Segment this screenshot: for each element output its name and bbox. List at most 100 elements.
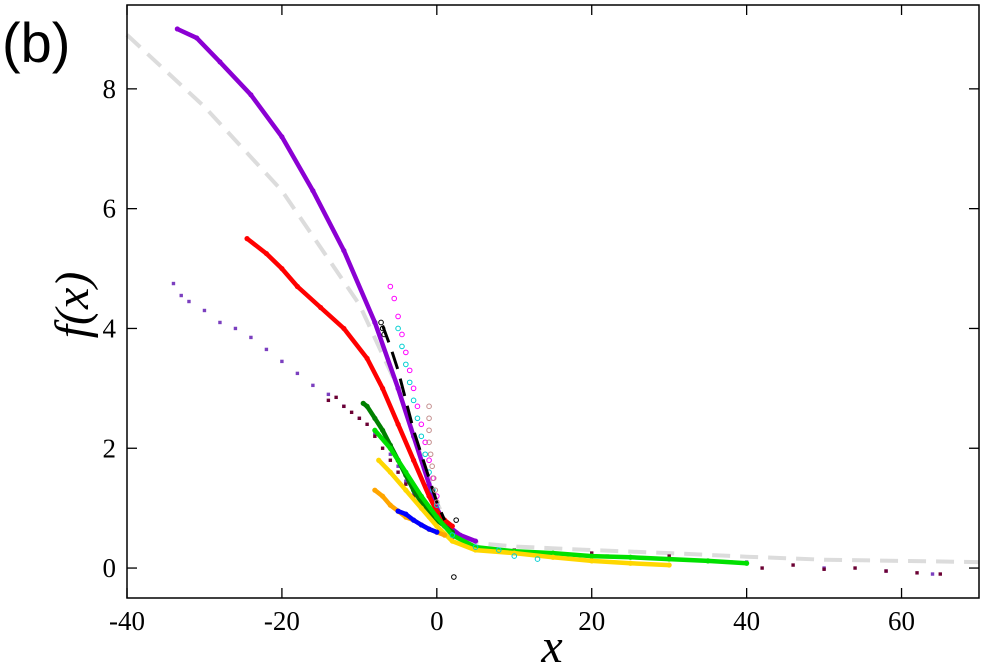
data-point — [511, 553, 518, 559]
data-point — [171, 281, 176, 286]
data-point — [666, 556, 672, 562]
data-point — [218, 320, 222, 325]
data-point — [318, 304, 324, 311]
data-point — [360, 400, 366, 406]
data-point — [326, 398, 331, 403]
data-point — [249, 335, 253, 340]
data-point — [372, 415, 378, 421]
data-point — [434, 523, 440, 529]
data-point — [667, 554, 671, 558]
data-point — [380, 446, 385, 450]
data-point — [248, 92, 254, 98]
data-point — [387, 445, 393, 451]
data-point — [403, 487, 409, 493]
data-point — [449, 538, 455, 544]
data-point — [472, 538, 479, 544]
data-point — [627, 560, 634, 566]
data-point — [422, 451, 429, 458]
data-point — [403, 511, 409, 517]
data-point — [372, 427, 378, 433]
data-point — [380, 385, 386, 391]
data-point — [349, 410, 354, 415]
data-point — [404, 479, 408, 483]
data-point — [434, 529, 440, 535]
data-point — [426, 403, 432, 410]
series-line — [125, 33, 980, 565]
data-point — [395, 508, 401, 514]
x-tick-label: 0 — [430, 606, 444, 636]
data-point — [326, 392, 331, 397]
data-point — [426, 439, 432, 446]
y-tick-label: 4 — [103, 313, 117, 343]
data-point — [395, 421, 401, 427]
data-point — [760, 566, 764, 570]
data-point — [590, 551, 594, 555]
plot-frame — [126, 4, 980, 599]
data-point — [427, 451, 434, 458]
series-line — [244, 236, 455, 529]
data-point — [280, 359, 284, 364]
data-point — [884, 569, 888, 573]
data-point — [453, 517, 459, 523]
data-point — [550, 550, 556, 556]
data-point — [550, 554, 556, 560]
x-axis-title: x — [540, 620, 562, 668]
data-point — [422, 439, 429, 446]
series-1 — [174, 26, 479, 544]
data-point — [264, 347, 269, 352]
data-point — [441, 532, 448, 538]
data-point — [418, 505, 424, 511]
data-point — [406, 379, 413, 386]
data-point — [399, 343, 405, 350]
data-point — [194, 35, 200, 41]
x-tick-label: -20 — [264, 606, 300, 636]
data-point — [410, 385, 417, 392]
y-axis-title: f(x) — [46, 272, 99, 339]
data-point — [378, 319, 384, 326]
data-point — [388, 452, 393, 456]
data-point — [938, 572, 942, 576]
data-point — [372, 319, 378, 326]
y-tick-label: 6 — [103, 194, 117, 224]
data-point — [410, 397, 417, 404]
data-point — [396, 470, 400, 474]
data-point — [396, 464, 400, 468]
data-point — [915, 571, 919, 575]
data-point — [449, 523, 455, 529]
data-point — [426, 427, 432, 434]
data-point — [426, 415, 432, 422]
data-point — [449, 532, 455, 538]
series-7 — [376, 457, 672, 568]
data-point — [430, 475, 437, 482]
data-point — [263, 250, 270, 257]
data-point — [334, 395, 338, 400]
data-point — [666, 562, 672, 568]
data-point — [406, 367, 413, 374]
data-point — [217, 59, 223, 65]
series-0 — [125, 33, 980, 565]
data-point — [295, 371, 300, 376]
data-point — [341, 247, 347, 254]
series-13 — [378, 319, 459, 580]
series-line — [381, 324, 446, 521]
y-tick-label: 0 — [103, 553, 117, 583]
data-point — [357, 416, 362, 421]
y-tick-label: 8 — [103, 74, 117, 104]
data-point — [341, 325, 347, 332]
data-point — [449, 532, 456, 538]
data-point — [233, 326, 238, 331]
data-point — [380, 493, 386, 499]
series-3 — [171, 281, 935, 576]
data-point — [534, 556, 541, 562]
data-point — [791, 563, 795, 567]
data-point — [364, 355, 370, 362]
series-9 — [395, 508, 440, 535]
data-point — [202, 308, 207, 313]
data-point — [822, 567, 826, 571]
data-point — [410, 457, 417, 463]
data-point — [589, 558, 595, 564]
data-point — [387, 283, 394, 290]
data-point — [395, 325, 401, 332]
data-point — [426, 481, 432, 487]
series-14 — [426, 403, 440, 505]
